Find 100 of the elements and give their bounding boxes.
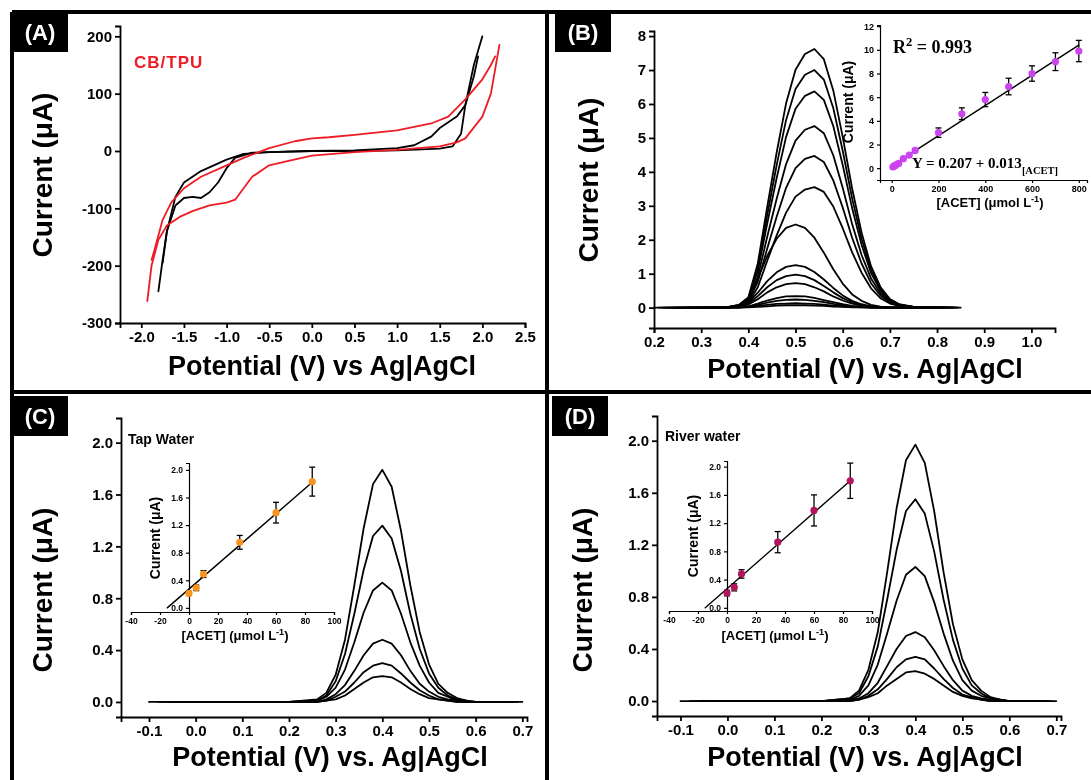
x-tick-label: 800 xyxy=(1071,184,1087,195)
y-tick-label: -300 xyxy=(81,314,112,332)
y-axis-title: Current (μA) xyxy=(685,494,701,578)
chart-title: (D) xyxy=(564,404,596,429)
x-tick-label: 0.1 xyxy=(232,721,254,739)
y-tick-label: 4 xyxy=(637,163,647,181)
chart-title: (B) xyxy=(567,20,599,45)
x-tick-label: 600 xyxy=(1025,184,1041,195)
x-tick-label: 0 xyxy=(725,615,731,626)
y-tick-label: 0.0 xyxy=(92,693,113,711)
x-tick-label: 2.0 xyxy=(472,327,494,345)
x-tick-label: 0.5 xyxy=(785,332,807,350)
chart-title: (C) xyxy=(24,404,56,429)
y-tick-label: 0 xyxy=(868,163,874,174)
annotation: Y = 0.207 + 0.013$_{[ACET]}$ xyxy=(912,155,1059,176)
x-tick-label: 40 xyxy=(780,615,791,626)
y-tick-label: 2.0 xyxy=(709,461,722,472)
y-tick-label: 1.2 xyxy=(709,518,722,529)
x-tick-label: 0.7 xyxy=(512,721,534,739)
x-tick-label: 1.0 xyxy=(387,327,409,345)
y-tick-label: 0 xyxy=(637,298,646,316)
x-tick-label: -2.0 xyxy=(128,327,155,345)
y-tick-label: 100 xyxy=(86,84,112,102)
y-tick-label: 0.8 xyxy=(92,589,113,607)
y-tick-label: 0.4 xyxy=(171,575,184,586)
x-tick-label: 0.0 xyxy=(301,327,323,345)
y-tick-label: 0.8 xyxy=(628,588,649,606)
x-tick-label: 0.7 xyxy=(1046,720,1068,738)
y-tick-label: 0.4 xyxy=(628,640,650,658)
x-tick-label: 0.7 xyxy=(879,332,901,350)
x-tick-label: 20 xyxy=(751,615,762,626)
y-tick-label: 0 xyxy=(103,142,112,160)
y-axis-title: Current (μA) xyxy=(840,60,856,144)
x-tick-label: 0.6 xyxy=(465,721,487,739)
y-tick-label: 2 xyxy=(637,231,646,249)
x-axis-title: Potential (V) vs. Ag|AgCl xyxy=(172,742,488,772)
y-tick-label: 3 xyxy=(637,197,646,215)
x-tick-label: 100 xyxy=(327,616,342,627)
x-tick-label: 0.6 xyxy=(999,720,1021,738)
y-tick-label: 0.4 xyxy=(92,641,114,659)
y-tick-label: 1.6 xyxy=(628,484,649,502)
x-tick-label: 0.8 xyxy=(927,332,948,350)
y-tick-label: 2.0 xyxy=(92,433,113,451)
x-axis-title: Potential (V) vs. Ag|AgCl xyxy=(707,354,1023,384)
y-tick-label: 200 xyxy=(86,27,112,45)
x-tick-label: 0.1 xyxy=(764,720,786,738)
y-tick-label: 8 xyxy=(637,27,646,45)
x-tick-label: 2.5 xyxy=(515,327,536,345)
x-tick-label: 20 xyxy=(213,616,224,627)
y-tick-label: 0.4 xyxy=(709,574,722,585)
x-tick-label: -0.1 xyxy=(136,721,163,739)
text: CB/TPU xyxy=(134,53,204,72)
x-tick-label: 1.5 xyxy=(429,327,451,345)
y-tick-label: 0.8 xyxy=(709,546,722,557)
y-tick-label: 1 xyxy=(637,264,646,282)
y-tick-label: 1.2 xyxy=(92,537,113,555)
y-tick-label: 7 xyxy=(637,61,646,79)
x-tick-label: 0.4 xyxy=(372,721,394,739)
y-tick-label: 6 xyxy=(868,92,874,103)
x-tick-label: 0 xyxy=(187,616,193,627)
x-tick-label: 0.5 xyxy=(344,327,366,345)
y-tick-label: -100 xyxy=(81,199,112,217)
y-tick-label: 1.2 xyxy=(171,520,184,531)
annotation: River water xyxy=(665,428,742,444)
x-axis-title: [ACET] (μmol L$^{-1}$) xyxy=(721,627,829,643)
y-axis-title: Current (μA) xyxy=(147,496,163,580)
x-tick-label: 200 xyxy=(931,184,947,195)
x-tick-label: 0.5 xyxy=(419,721,440,739)
x-axis-title: Potential (V) vs Ag|AgCl xyxy=(167,351,477,381)
x-axis-title: [ACET] (μmol L$^{-1}$) xyxy=(936,194,1044,210)
y-axis-title: Current (μA) xyxy=(573,97,604,263)
x-tick-label: -1.5 xyxy=(171,327,198,345)
x-tick-label: 0.3 xyxy=(325,721,347,739)
x-tick-label: -40 xyxy=(663,615,676,626)
x-tick-label: 1.0 xyxy=(1021,332,1043,350)
x-tick-label: 60 xyxy=(271,616,282,627)
y-tick-label: 1.2 xyxy=(628,536,649,554)
x-tick-label: 0.4 xyxy=(738,332,760,350)
y-tick-label: 12 xyxy=(863,21,874,32)
x-tick-label: 40 xyxy=(242,616,253,627)
x-tick-label: 0.3 xyxy=(691,332,713,350)
x-tick-label: 0.2 xyxy=(279,721,300,739)
y-tick-label: 8 xyxy=(868,68,874,79)
chart-title: (A) xyxy=(24,20,56,45)
x-axis-title: Potential (V) vs. Ag|AgCl xyxy=(707,742,1023,772)
x-tick-label: 0.3 xyxy=(858,720,880,738)
y-tick-label: -200 xyxy=(81,256,112,274)
y-tick-label: 4 xyxy=(868,116,874,127)
x-tick-label: 60 xyxy=(809,615,820,626)
x-tick-label: 0 xyxy=(889,184,895,195)
y-tick-label: 1.6 xyxy=(92,485,113,503)
x-tick-label: 80 xyxy=(838,615,849,626)
x-tick-label: -20 xyxy=(692,615,705,626)
y-tick-label: 10 xyxy=(863,45,874,56)
y-tick-label: 1.6 xyxy=(709,490,722,501)
x-axis-title: [ACET] (μmol L$^{-1}$) xyxy=(181,627,289,643)
y-axis-title: Current (μA) xyxy=(27,507,58,673)
x-tick-label: -0.5 xyxy=(256,327,283,345)
x-tick-label: 0.2 xyxy=(811,720,833,738)
annotation: R$^{2}$ = 0.993 xyxy=(893,35,973,57)
